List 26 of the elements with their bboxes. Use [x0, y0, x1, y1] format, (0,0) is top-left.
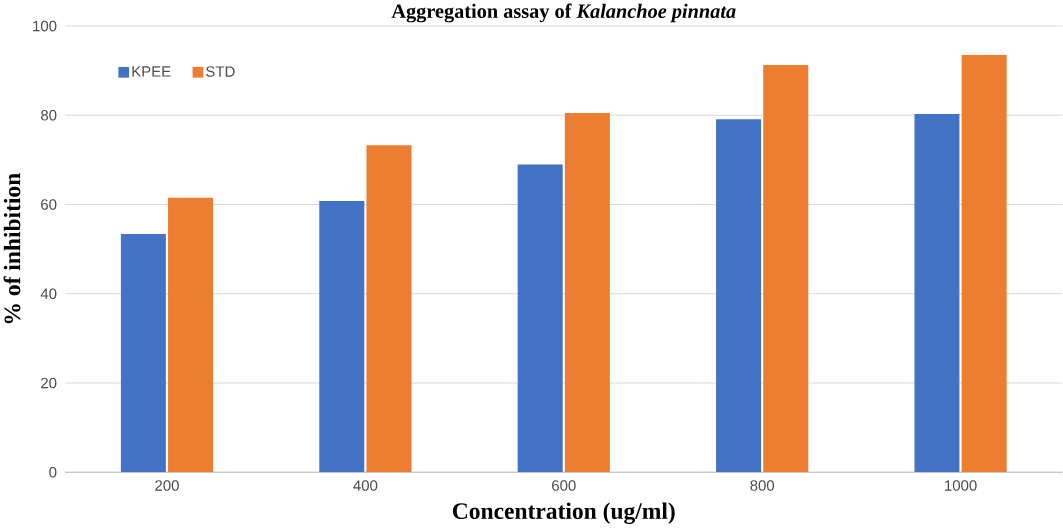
y-tick-label: 100 [33, 20, 57, 32]
bar [168, 198, 214, 473]
y-tick-label: 0 [49, 467, 57, 478]
chart-title: Aggregation assay of Kalanchoe pinnata [391, 3, 736, 23]
x-tick-label: 400 [353, 480, 378, 492]
bar [763, 65, 809, 473]
bar [564, 113, 610, 473]
bar [366, 145, 412, 473]
y-tick-label: 40 [40, 288, 57, 300]
bar [716, 119, 762, 473]
bar [961, 55, 1007, 473]
bar [517, 164, 563, 473]
y-tick-label: 80 [41, 110, 57, 121]
legend-label: STD [206, 66, 235, 78]
x-tick-label: 800 [750, 480, 775, 492]
y-axis-title: % of inhibition [3, 173, 21, 324]
y-tick-label: 20 [41, 377, 57, 389]
bar [914, 114, 960, 473]
x-tick-label: 200 [155, 480, 179, 492]
y-tick-label: 60 [41, 199, 57, 211]
legend-label: KPEE [132, 66, 171, 77]
x-tick-label: 600 [552, 480, 576, 492]
x-tick-label: 1000 [945, 480, 977, 492]
x-axis-title: Concentration (ug/ml) [452, 502, 675, 525]
bar [120, 234, 166, 473]
bar [319, 201, 365, 473]
